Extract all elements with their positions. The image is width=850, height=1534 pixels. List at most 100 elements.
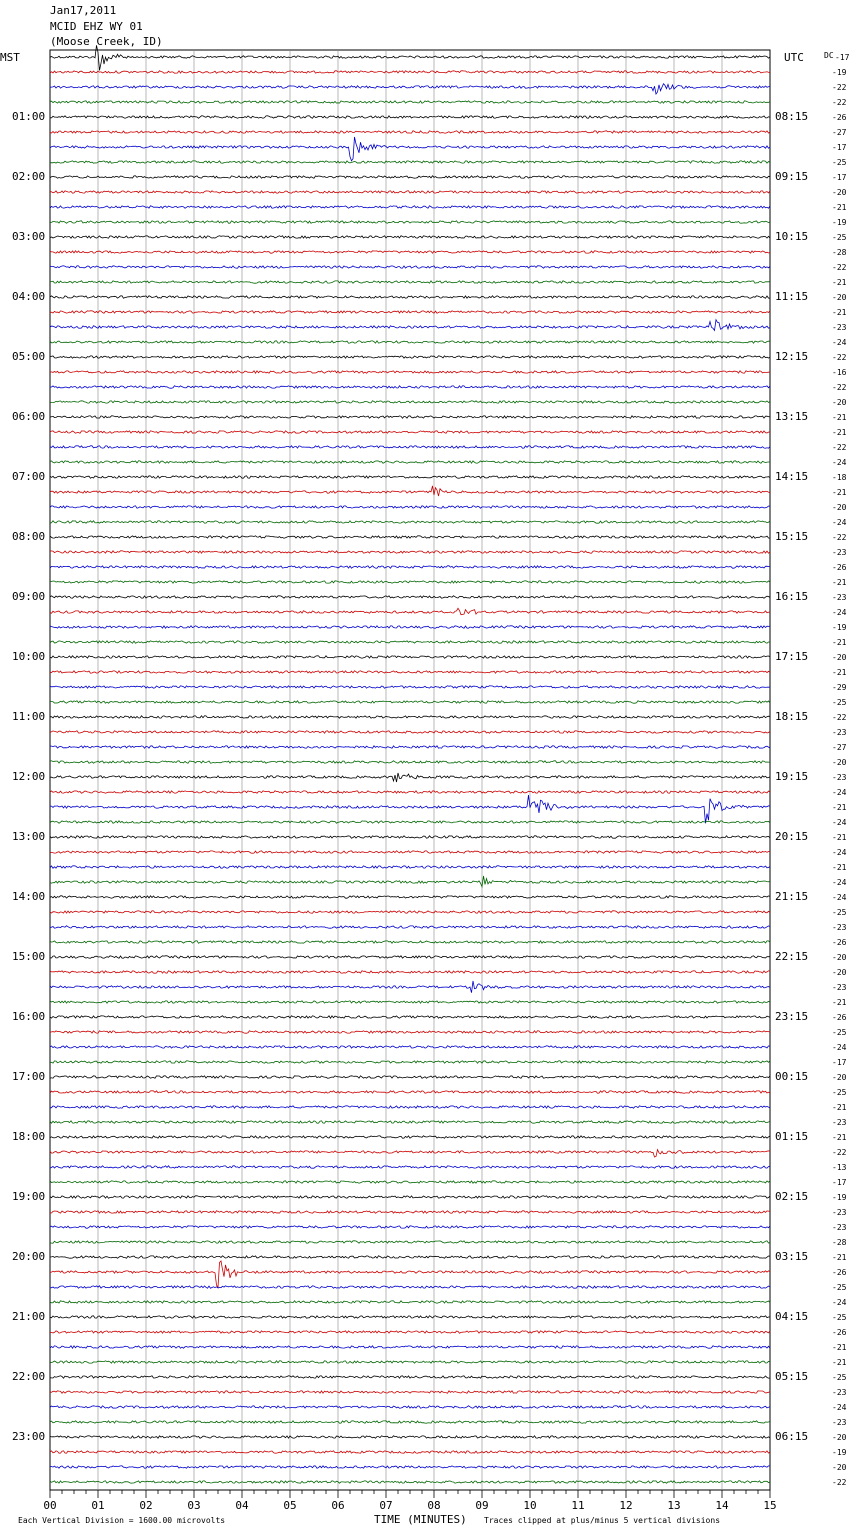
x-tick-label: 09 [475, 1499, 488, 1512]
x-tick-label: 10 [523, 1499, 536, 1512]
dc-offset-label: -21 [832, 578, 847, 587]
dc-offset-label: -24 [832, 1403, 847, 1412]
dc-offset-label: -23 [832, 983, 847, 992]
dc-offset-label: -22 [832, 1478, 847, 1487]
dc-offset-label: -26 [832, 1328, 847, 1337]
trace-line [49, 130, 771, 134]
left-axis-title: MST [0, 51, 20, 64]
dc-offset-label: -23 [832, 1418, 847, 1427]
dc-offset-label: -20 [832, 953, 847, 962]
dc-offset-label: -19 [832, 1448, 847, 1457]
left-hour-label: 21:00 [12, 1310, 46, 1323]
trace-line [49, 250, 771, 254]
dc-offset-label: -22 [832, 1148, 847, 1157]
x-tick-label: 02 [139, 1499, 152, 1512]
left-hour-label: 22:00 [12, 1370, 46, 1383]
trace-line [49, 772, 771, 783]
dc-offset-label: -21 [832, 863, 847, 872]
dc-offset-label: -25 [832, 1028, 847, 1037]
dc-offset-label: -21 [832, 428, 847, 437]
x-tick-label: 07 [379, 1499, 392, 1512]
dc-offset-label: -24 [832, 338, 847, 347]
trace-line [49, 1465, 770, 1469]
dc-offset-label: -22 [832, 98, 847, 107]
trace-line [49, 865, 771, 869]
dc-offset-label: -20 [832, 968, 847, 977]
trace-line [49, 970, 771, 974]
right-hour-label: 21:15 [775, 890, 809, 903]
trace-line [49, 670, 771, 674]
dc-offset-label: -26 [832, 563, 847, 572]
trace-line [49, 875, 771, 889]
trace-line [49, 835, 771, 839]
x-tick-label: 14 [715, 1499, 729, 1512]
trace-line [49, 607, 771, 616]
left-hour-label: 13:00 [12, 830, 46, 843]
trace-line [49, 1255, 771, 1259]
x-tick-label: 00 [43, 1499, 56, 1512]
trace-line [49, 235, 771, 239]
left-hour-label: 01:00 [12, 110, 46, 123]
dc-offset-label: -29 [832, 683, 847, 692]
trace-line [49, 760, 771, 764]
dc-offset-label: -23 [832, 593, 847, 602]
dc-offset-label: -20 [832, 653, 847, 662]
trace-line [49, 1225, 771, 1229]
dc-offset-label: -20 [832, 293, 847, 302]
dc-offset-label: -27 [832, 743, 847, 752]
trace-line [49, 700, 771, 704]
dc-offset-label: -21 [832, 1253, 847, 1262]
x-tick-label: 03 [187, 1499, 200, 1512]
right-hour-label: 02:15 [775, 1190, 809, 1203]
dc-offset-label: -24 [832, 893, 847, 902]
dc-offset-label: -22 [832, 533, 847, 542]
trace-line [49, 1120, 771, 1124]
trace-line [49, 1375, 770, 1379]
x-tick-label: 05 [283, 1499, 296, 1512]
dc-offset-label: -21 [832, 278, 847, 287]
right-axis-title: UTC [784, 51, 804, 64]
trace-line [49, 1420, 771, 1424]
x-tick-label: 11 [571, 1499, 584, 1512]
left-hour-label: 10:00 [12, 650, 46, 663]
dc-offset-label: -17 [835, 53, 850, 62]
trace-line [49, 1135, 771, 1139]
trace-line [49, 355, 771, 359]
trace-line [49, 1165, 771, 1169]
dc-offset-label: -21 [832, 998, 847, 1007]
right-hour-label: 19:15 [775, 770, 809, 783]
trace-line [49, 1015, 771, 1019]
trace-line [49, 45, 771, 71]
dc-offset-label: -23 [832, 548, 847, 557]
right-hour-label: 10:15 [775, 230, 809, 243]
x-tick-label: 13 [667, 1499, 680, 1512]
dc-offset-label: -21 [832, 308, 847, 317]
right-hour-label: 20:15 [775, 830, 809, 843]
trace-line [49, 535, 771, 539]
dc-offset-label: -21 [832, 1358, 847, 1367]
left-hour-label: 20:00 [12, 1250, 46, 1263]
trace-line [49, 115, 771, 119]
trace-line [49, 310, 771, 314]
dc-offset-label: -24 [832, 458, 847, 467]
dc-offset-label: -23 [832, 1388, 847, 1397]
dc-offset-label: -19 [832, 1193, 847, 1202]
trace-line [50, 220, 771, 224]
trace-line [49, 460, 770, 464]
right-hour-label: 18:15 [775, 710, 809, 723]
dc-offset-label: -24 [832, 1298, 847, 1307]
trace-line [49, 70, 771, 74]
dc-offset-label: -17 [832, 1058, 847, 1067]
trace-line [49, 175, 771, 179]
trace-line [49, 1345, 771, 1349]
left-hour-label: 16:00 [12, 1010, 46, 1023]
trace-line [49, 1030, 771, 1034]
dc-offset-label: -21 [832, 803, 847, 812]
right-hour-label: 09:15 [775, 170, 809, 183]
trace-line [49, 505, 771, 509]
right-hour-label: 11:15 [775, 290, 809, 303]
trace-line [49, 910, 771, 914]
dc-offset-label: -23 [832, 1118, 847, 1127]
dc-offset-label: -25 [832, 1088, 847, 1097]
